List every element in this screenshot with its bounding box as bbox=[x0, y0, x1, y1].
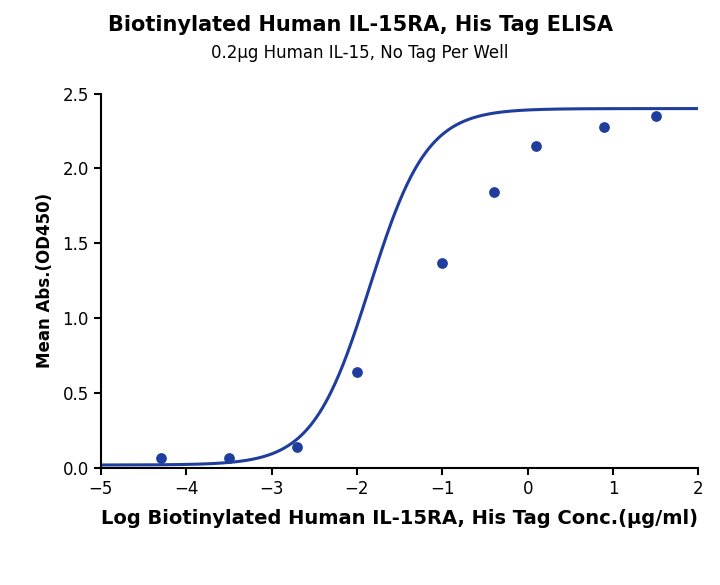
Point bbox=[436, 258, 448, 267]
Text: 0.2μg Human IL-15, No Tag Per Well: 0.2μg Human IL-15, No Tag Per Well bbox=[211, 44, 509, 62]
Y-axis label: Mean Abs.(OD450): Mean Abs.(OD450) bbox=[36, 193, 54, 369]
Text: Biotinylated Human IL-15RA, His Tag ELISA: Biotinylated Human IL-15RA, His Tag ELIS… bbox=[107, 15, 613, 35]
Point bbox=[292, 442, 303, 452]
Point bbox=[351, 367, 363, 377]
Point bbox=[155, 453, 166, 462]
Point bbox=[650, 111, 662, 121]
Point bbox=[599, 122, 611, 131]
Point bbox=[531, 142, 542, 151]
X-axis label: Log Biotinylated Human IL-15RA, His Tag Conc.(μg/ml): Log Biotinylated Human IL-15RA, His Tag … bbox=[101, 509, 698, 528]
Point bbox=[487, 188, 499, 197]
Point bbox=[223, 453, 235, 462]
